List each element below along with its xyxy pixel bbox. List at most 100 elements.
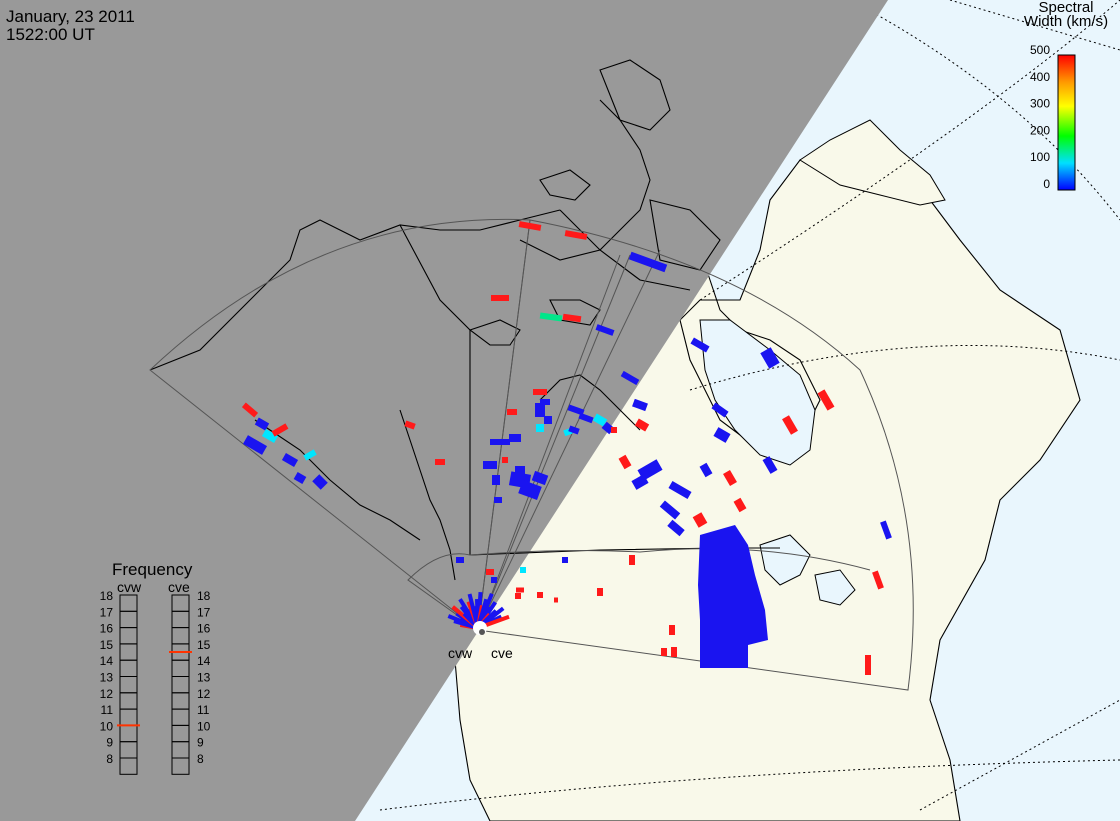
scatter-region-east [698,525,768,668]
scatter-cell [668,481,692,499]
scatter-cell [629,555,635,565]
frequency-scale-label: 18 [100,589,114,603]
radar-site-dot [479,629,485,635]
colorbar-tick-label: 500 [1030,43,1050,57]
colorbar-tick-label: 0 [1043,177,1050,191]
colorbar-tick-label: 400 [1030,70,1050,84]
scatter-cell [762,456,778,474]
scatter-cell [723,469,737,487]
scatter-cell [404,420,416,430]
scatter-cell [568,425,580,435]
scatter-cell [733,497,747,513]
scatter-cell [507,409,517,415]
scatter-cell [578,412,594,424]
frequency-radar-cvw: cvw [117,579,142,595]
frequency-scale-label: 13 [100,671,114,685]
boundaries [399,209,780,556]
scatter-cell [562,313,582,323]
frequency-cell [119,757,138,775]
frequency-scale-label: 17 [197,605,211,619]
scatter-cell [671,647,677,657]
scatter-cell [531,470,549,486]
scatter-cell [564,230,588,240]
scatter-cell [872,570,884,590]
scatter-cell [491,577,497,583]
colorbar: 500 400 300 200 100 0 [1030,43,1076,191]
scatter-cell [597,588,603,596]
scatter-cell [865,655,871,675]
scatter-cell [631,474,649,490]
scatter-cell [281,453,299,467]
frequency-title: Frequency [112,560,193,579]
frequency-scale-label: 10 [100,719,114,733]
scatter-cell [595,324,615,336]
frequency-scale-label: 8 [106,752,113,766]
scatter-cell [620,370,640,386]
frequency-scale-label: 9 [197,736,204,750]
frequency-scale-label: 14 [197,654,211,668]
scatter-cell [659,500,681,520]
night-shade [0,0,888,821]
frequency-scale-label: 18 [197,589,211,603]
scatter-cell [293,472,307,484]
frequency-scale-label: 13 [197,671,211,685]
scatter-cell [515,466,525,474]
scatter-cell [711,402,729,418]
graticule [379,0,1120,811]
scatter-cell [539,312,563,322]
cvw-fov [149,218,531,631]
colorbar-ticks: 500 400 300 200 100 0 [1030,43,1050,191]
frequency-scale-label: 11 [101,703,114,717]
scatter-cell [540,399,550,405]
colorbar-gradient [1057,54,1076,191]
scatter-cell [261,429,279,443]
scatter-cell [242,435,268,455]
scatter-cell [611,427,617,433]
scatter-cell [554,597,558,603]
scatter-cell [509,434,521,442]
scatter-cell [567,404,585,416]
scatter-cell [516,587,524,593]
scatter-cell [490,439,510,445]
scatter-cell [632,398,648,412]
frequency-scale-label: 15 [197,638,211,652]
frequency-scale-label: 8 [197,752,204,766]
scatter-cell [518,221,542,231]
scatter-cell [690,337,710,353]
colorbar-tick-label: 100 [1030,150,1050,164]
scatter-cell [544,416,552,424]
scatter-cell [241,402,259,418]
colorbar-title-line2: Width (km/s) [1023,13,1109,30]
time-label: 1522:00 UT [6,25,95,44]
scatter-cell [533,389,547,395]
scatter-cell [494,497,502,503]
scatter-cell [536,424,544,432]
scatter-cell [515,593,521,599]
scatter-cell [817,389,835,411]
scatter-cell [435,459,445,465]
frequency-scales: 18 17 16 15 14 13 12 11 10 9 8 18 17 16 15 14 13 12 11 10 9 8 [100,589,211,775]
scatter-cell [692,512,708,528]
scatter-cell [667,519,685,537]
scatter-cell [713,427,731,443]
scatter-cell [699,462,713,478]
scatter-cell [486,569,494,575]
radar-label-cvw: cvw [448,645,473,661]
frequency-scale-label: 9 [106,736,113,750]
scatter-cell [782,415,798,435]
scatter-cell [312,474,328,490]
cve-fov [477,219,914,691]
greenland [799,119,946,206]
frequency-scale-label: 16 [100,622,114,636]
frequency-cell [171,757,190,775]
date-label: January, 23 2011 [6,7,135,26]
frequency-scale-label: 17 [100,605,114,619]
scatter-cell [483,461,497,469]
scatter-cell [618,454,632,470]
scatter-cell [592,413,608,427]
fields-of-view [149,218,914,691]
frequency-scale-label: 16 [197,622,211,636]
scatter-cell [880,520,892,540]
scatter-cell [518,480,542,500]
